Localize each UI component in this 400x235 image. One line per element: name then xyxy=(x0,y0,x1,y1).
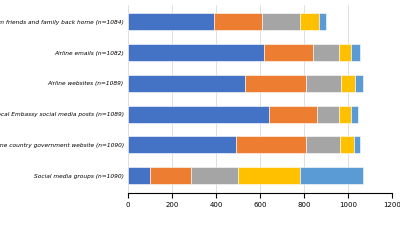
Bar xyxy=(354,137,360,153)
Bar xyxy=(300,13,320,30)
Bar xyxy=(306,75,341,92)
Bar xyxy=(340,137,354,153)
Bar xyxy=(306,137,340,153)
Bar xyxy=(313,44,339,61)
Bar xyxy=(128,75,245,92)
Bar xyxy=(128,44,264,61)
Bar xyxy=(319,13,326,30)
Bar xyxy=(128,106,269,123)
Bar xyxy=(351,106,358,123)
Bar xyxy=(300,167,364,184)
Bar xyxy=(245,75,306,92)
Bar xyxy=(269,106,317,123)
Bar xyxy=(128,137,236,153)
Bar xyxy=(238,167,300,184)
Bar xyxy=(236,137,306,153)
Bar xyxy=(264,44,313,61)
Bar xyxy=(150,167,191,184)
Bar xyxy=(191,167,238,184)
Bar xyxy=(355,75,364,92)
Bar xyxy=(339,106,351,123)
Bar xyxy=(214,13,262,30)
Bar xyxy=(341,75,354,92)
Bar xyxy=(128,13,214,30)
Bar xyxy=(128,167,150,184)
Bar xyxy=(339,44,351,61)
Bar xyxy=(351,44,360,61)
Bar xyxy=(262,13,300,30)
Bar xyxy=(317,106,339,123)
